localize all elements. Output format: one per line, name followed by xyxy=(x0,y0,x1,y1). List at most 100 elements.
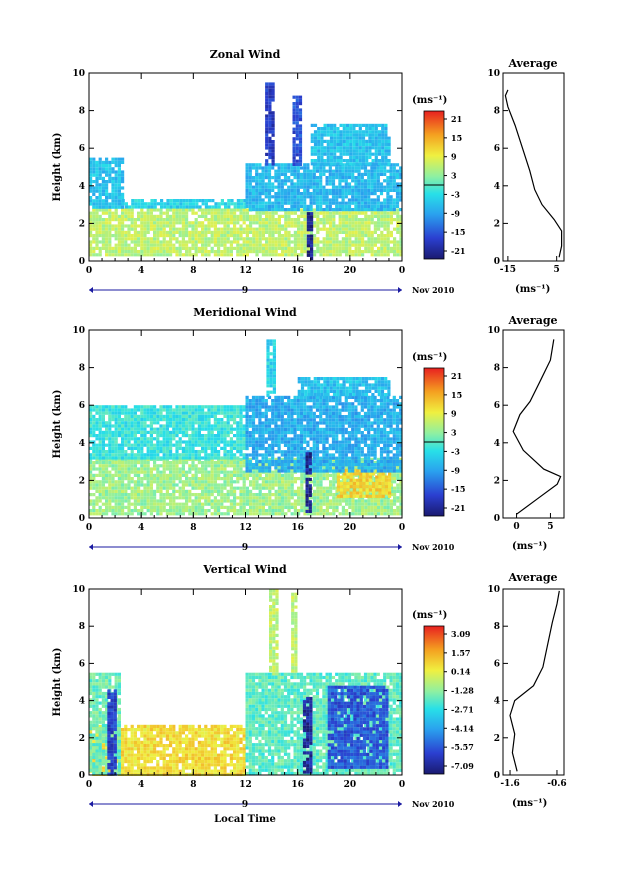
heatmap-cell xyxy=(333,133,337,137)
heatmap-cell xyxy=(92,477,96,481)
heatmap-cell xyxy=(399,224,403,228)
heatmap-cell xyxy=(365,478,369,482)
heatmap-cell xyxy=(331,201,336,205)
heatmap-cell xyxy=(351,188,355,192)
heatmap-cell xyxy=(181,218,185,222)
heatmap-cell xyxy=(399,480,403,484)
heatmap-cell xyxy=(162,218,166,222)
heatmap-cell xyxy=(111,199,115,203)
heatmap-cell xyxy=(227,205,231,209)
heatmap-cell xyxy=(389,188,393,192)
heatmap-cell xyxy=(191,224,195,228)
heatmap-cell xyxy=(226,253,230,257)
heatmap-cell xyxy=(140,509,144,513)
heatmap-cell xyxy=(143,218,147,222)
heatmap-cell xyxy=(127,434,131,438)
heatmap-cell xyxy=(338,243,342,247)
heatmap-cell xyxy=(331,185,336,189)
heatmap-cell xyxy=(213,237,217,241)
heatmap-cell xyxy=(108,221,112,225)
heatmap-cell xyxy=(95,443,99,447)
heatmap-cell xyxy=(284,493,288,497)
heatmap-cell xyxy=(296,195,300,199)
heatmap-cell xyxy=(121,464,125,468)
heatmap-cell xyxy=(143,250,147,254)
heatmap-cell xyxy=(217,483,221,487)
heatmap-cell xyxy=(322,486,326,490)
heatmap-cell xyxy=(213,453,217,457)
heatmap-cell xyxy=(274,192,278,196)
heatmap-cell xyxy=(156,464,160,468)
heatmap-cell xyxy=(319,502,323,506)
heatmap-cell xyxy=(217,427,221,431)
heatmap-cell xyxy=(213,499,217,503)
heatmap-cell xyxy=(367,218,371,222)
heatmap-cell xyxy=(351,192,355,196)
heatmap-cell xyxy=(153,227,157,231)
heatmap-cell xyxy=(255,227,259,231)
heatmap-cell xyxy=(89,167,93,171)
heatmap-cell xyxy=(368,139,372,143)
heatmap-cell xyxy=(175,237,179,241)
heatmap-cell xyxy=(204,496,208,500)
heatmap-cell xyxy=(317,162,321,166)
heatmap-cell xyxy=(89,440,93,444)
heatmap-cell xyxy=(137,234,141,238)
heatmap-cell xyxy=(252,221,256,225)
heatmap-cell xyxy=(185,411,189,415)
heatmap-cell xyxy=(117,192,121,196)
heatmap-cell xyxy=(252,483,256,487)
heatmap-cell xyxy=(245,176,249,180)
heatmap-cell xyxy=(283,176,288,180)
heatmap-cell xyxy=(329,211,333,215)
heatmap-cell xyxy=(217,227,221,231)
heatmap-cell xyxy=(185,489,189,493)
heatmap-cell xyxy=(114,427,118,431)
heatmap-cell xyxy=(130,414,134,418)
heatmap-cell xyxy=(217,437,221,441)
heatmap-cell xyxy=(338,253,342,257)
heatmap-cell xyxy=(204,473,208,477)
heatmap-cell xyxy=(185,221,189,225)
heatmap-cell xyxy=(239,502,243,506)
heatmap-cell xyxy=(153,230,157,234)
heatmap-cell xyxy=(242,208,246,212)
heatmap-cell xyxy=(370,218,374,222)
heatmap-cell xyxy=(108,496,112,500)
heatmap-cell xyxy=(319,505,323,509)
heatmap-cell xyxy=(379,201,384,205)
heatmap-cell xyxy=(194,440,198,444)
heatmap-cell xyxy=(264,169,268,173)
heatmap-cell xyxy=(359,494,363,498)
heatmap-cell xyxy=(255,169,259,173)
heatmap-cell xyxy=(280,188,284,192)
heatmap-cell xyxy=(108,480,112,484)
heatmap-cell xyxy=(191,230,195,234)
heatmap-cell xyxy=(133,509,137,513)
heatmap-cell xyxy=(290,172,294,176)
heatmap-cell xyxy=(223,211,227,215)
heatmap-cell xyxy=(363,195,368,199)
heatmap-cell xyxy=(384,152,388,156)
heatmap-cell xyxy=(239,512,243,516)
heatmap-cell xyxy=(381,475,385,479)
heatmap-cell xyxy=(386,192,390,196)
heatmap-cell xyxy=(117,493,121,497)
heatmap-cell xyxy=(159,214,163,218)
heatmap-cell xyxy=(322,169,326,173)
heatmap-cell xyxy=(156,246,160,250)
heatmap-cell xyxy=(137,405,141,409)
heatmap-cell xyxy=(312,166,316,170)
heatmap-cell xyxy=(101,464,105,468)
heatmap-cell xyxy=(316,237,320,241)
heatmap-cell xyxy=(252,509,256,513)
heatmap-cell xyxy=(300,483,304,487)
heatmap-cell xyxy=(274,230,278,234)
heatmap-cell xyxy=(384,475,388,479)
heatmap-cell xyxy=(290,198,294,202)
heatmap-cell xyxy=(264,204,268,208)
heatmap-cell xyxy=(332,512,336,516)
heatmap-cell xyxy=(121,173,125,177)
heatmap-cell xyxy=(124,427,128,431)
heatmap-cell xyxy=(239,499,243,503)
